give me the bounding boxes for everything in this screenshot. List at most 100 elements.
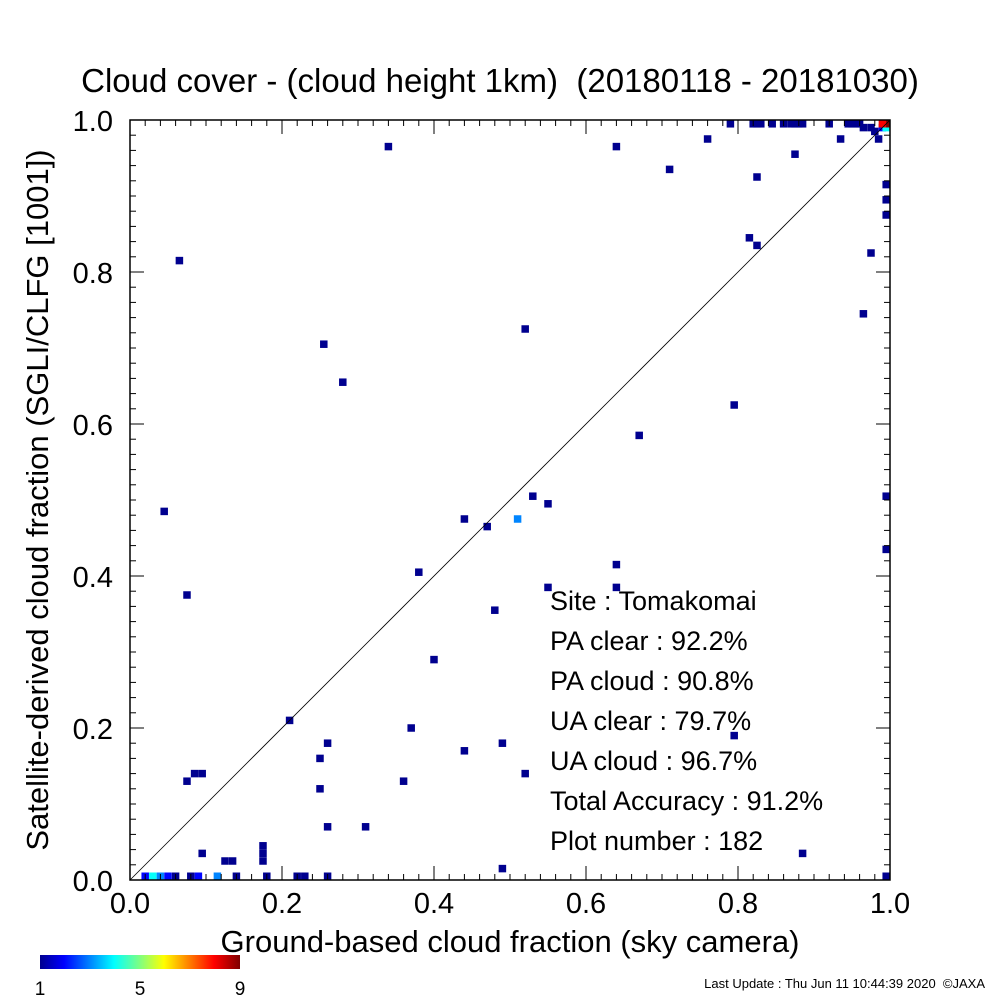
- data-point: [323, 823, 332, 831]
- data-point: [183, 777, 191, 785]
- data-point: [753, 241, 761, 250]
- colorbar: [40, 955, 240, 969]
- data-point: [882, 211, 890, 219]
- data-point: [844, 120, 852, 128]
- x-axis-label: Ground-based cloud fraction (sky camera): [221, 924, 800, 959]
- data-point: [787, 120, 795, 128]
- data-point: [836, 135, 845, 143]
- data-point: [361, 823, 370, 831]
- data-point: [768, 120, 776, 128]
- data-point: [882, 492, 890, 500]
- stats-line: PA cloud : 90.8%: [550, 666, 754, 696]
- data-point: [798, 849, 807, 858]
- data-point: [867, 249, 875, 257]
- data-point: [430, 655, 438, 664]
- data-point: [859, 123, 868, 132]
- x-tick-label: 0.8: [718, 888, 758, 920]
- y-tick-label: 1.0: [73, 106, 113, 138]
- x-tick-label: 0.4: [414, 888, 454, 920]
- data-point: [544, 500, 552, 508]
- data-point: [407, 724, 415, 732]
- data-point: [521, 769, 529, 778]
- data-point: [339, 378, 347, 386]
- stats-line: UA clear : 79.7%: [550, 706, 751, 736]
- data-point: [183, 591, 191, 599]
- colorbar-tick-label: 5: [135, 979, 146, 1000]
- points-layer: [141, 120, 890, 880]
- y-tick-labels: 0.0 0.2 0.4 0.6 0.8 1.0: [73, 106, 113, 898]
- colorbar-labels: 1 5 9: [35, 979, 246, 1000]
- data-point: [544, 583, 552, 592]
- data-point: [190, 769, 199, 778]
- data-point: [878, 120, 887, 128]
- y-tick-label: 0.0: [73, 866, 113, 898]
- stats-line: PA clear : 92.2%: [550, 626, 748, 656]
- data-point: [316, 785, 324, 793]
- data-point: [882, 196, 890, 204]
- data-point: [867, 123, 875, 132]
- data-point: [665, 165, 674, 174]
- data-point: [874, 135, 883, 143]
- axis-ticks: [129, 119, 891, 881]
- stats-line: Site : Tomakomai: [550, 586, 757, 616]
- x-tick-label: 0.0: [110, 888, 150, 920]
- data-point: [316, 754, 324, 763]
- data-point: [745, 234, 754, 242]
- data-point: [703, 135, 712, 143]
- data-point: [521, 325, 529, 333]
- y-tick-label: 0.4: [73, 562, 113, 594]
- data-point: [460, 515, 469, 523]
- data-point: [871, 127, 879, 136]
- data-point: [228, 857, 237, 865]
- data-point: [164, 872, 172, 880]
- data-point: [320, 340, 328, 348]
- data-point: [221, 857, 229, 865]
- data-point: [730, 731, 738, 740]
- x-tick-label: 1.0: [870, 888, 910, 920]
- data-point: [753, 173, 761, 181]
- data-point: [730, 401, 738, 409]
- y-tick-label: 0.8: [73, 258, 113, 290]
- y-tick-label: 0.2: [73, 714, 113, 746]
- data-point: [635, 431, 643, 440]
- data-point: [612, 560, 621, 569]
- data-point: [213, 872, 222, 880]
- data-point: [882, 180, 890, 189]
- data-point: [852, 120, 860, 128]
- data-point: [415, 568, 423, 576]
- data-point: [175, 256, 184, 265]
- data-point: [160, 507, 168, 516]
- stats-line: Total Accuracy : 91.2%: [550, 786, 823, 816]
- x-tick-label: 0.2: [262, 888, 302, 920]
- colorbar-tick-label: 1: [35, 979, 46, 1000]
- data-point: [483, 522, 491, 531]
- data-point: [612, 142, 621, 151]
- data-point: [259, 857, 267, 865]
- data-point: [612, 583, 621, 592]
- data-point: [757, 120, 765, 128]
- data-point: [882, 545, 890, 554]
- data-point: [882, 872, 890, 880]
- data-point: [848, 120, 856, 128]
- data-point: [460, 747, 469, 755]
- data-point: [198, 769, 206, 778]
- y-axis-label: Satellite-derived cloud fraction (SGLI/C…: [20, 149, 55, 850]
- data-point: [753, 120, 761, 128]
- data-point: [301, 872, 309, 880]
- diagonal-reference-line: [129, 119, 891, 881]
- data-point: [798, 120, 807, 128]
- data-point: [323, 739, 332, 747]
- stats-box: Site : Tomakomai PA clear : 92.2% PA cloud…: [550, 586, 823, 856]
- data-point: [498, 739, 507, 747]
- data-point: [259, 842, 267, 850]
- data-point: [498, 864, 507, 873]
- last-update-text: Last Update : Thu Jun 11 10:44:39 2020 ©…: [704, 976, 985, 991]
- data-point: [399, 777, 408, 785]
- colorbar-tick-label: 9: [235, 979, 246, 1000]
- data-point: [384, 142, 393, 151]
- data-point: [194, 872, 203, 880]
- x-tick-labels: 0.0 0.2 0.4 0.6 0.8 1.0: [110, 888, 910, 920]
- stats-line: UA cloud : 96.7%: [550, 746, 757, 776]
- data-point: [791, 150, 799, 158]
- data-point: [491, 606, 499, 614]
